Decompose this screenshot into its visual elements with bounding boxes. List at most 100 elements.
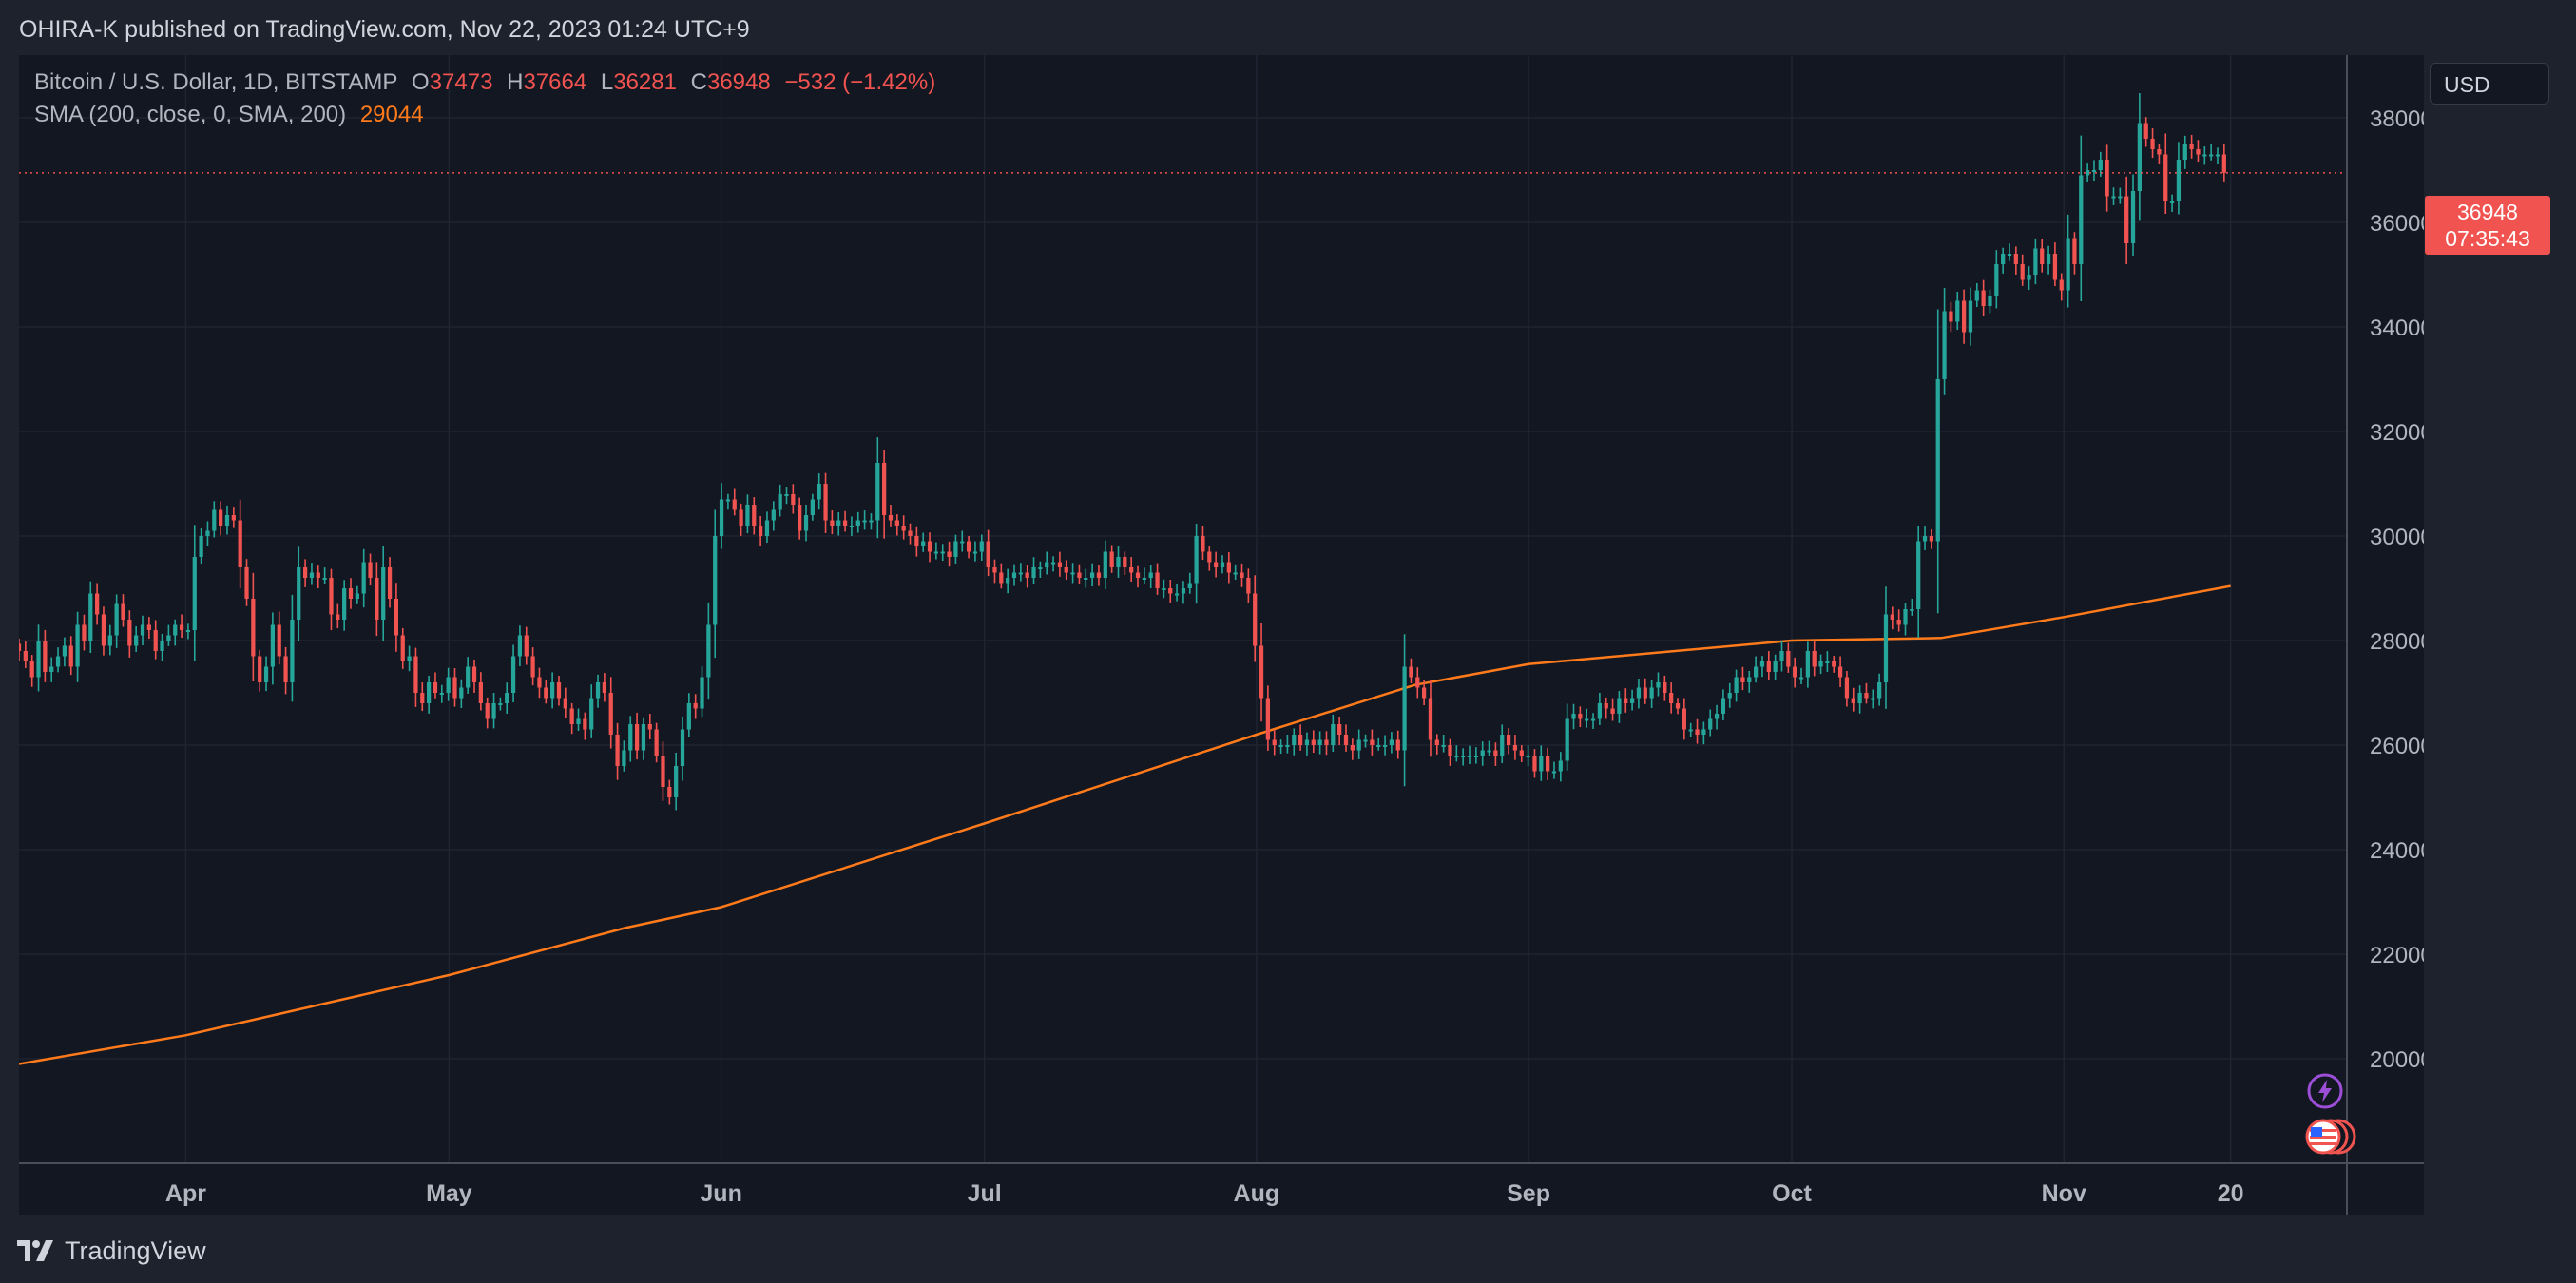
- candle: [1285, 735, 1290, 754]
- candle: [2105, 144, 2109, 212]
- candle: [1961, 289, 1967, 344]
- candle: [1454, 745, 1459, 762]
- candle: [1506, 728, 1511, 755]
- candle: [75, 611, 80, 682]
- candle: [1220, 555, 1225, 574]
- candle: [1324, 731, 1329, 756]
- candle: [803, 505, 809, 542]
- candle: [1168, 579, 1173, 603]
- candle: [1409, 658, 1413, 683]
- tradingview-logo-icon[interactable]: [17, 1238, 55, 1263]
- candle: [1109, 545, 1114, 573]
- candle: [1656, 672, 1661, 697]
- candle: [1695, 718, 1700, 744]
- candle: [478, 672, 483, 711]
- lightning-event-icon[interactable]: [2306, 1072, 2344, 1110]
- candle: [524, 626, 529, 665]
- candle: [1226, 552, 1231, 584]
- us-flag-event-icon[interactable]: [2304, 1118, 2359, 1156]
- candle: [1233, 564, 1238, 581]
- candle: [23, 641, 28, 668]
- candle: [888, 505, 894, 527]
- candle: [1565, 703, 1569, 771]
- candle: [2169, 194, 2175, 212]
- axes: [19, 55, 2424, 1215]
- candle: [1727, 682, 1732, 708]
- candle: [1512, 735, 1518, 760]
- candle: [1292, 728, 1297, 756]
- candle: [1636, 678, 1642, 709]
- candle: [1129, 557, 1134, 583]
- candle: [238, 499, 242, 589]
- candle: [2215, 147, 2220, 165]
- candle: [1812, 641, 1817, 677]
- candle: [1890, 606, 1894, 630]
- candle: [1011, 564, 1017, 586]
- candlestick-chart[interactable]: 20000 22000 24000 26000 28000 30000 32000 34000…: [19, 55, 2424, 1215]
- sma-label: SMA (200, close, 0, SMA, 200): [34, 102, 347, 127]
- candle: [1428, 679, 1433, 757]
- candle: [297, 546, 301, 642]
- candle: [173, 619, 178, 646]
- candle: [1754, 656, 1759, 683]
- last-price-value: 36948: [2457, 200, 2518, 224]
- currency-button[interactable]: USD: [2430, 63, 2549, 105]
- candle: [2124, 176, 2129, 264]
- candle: [88, 581, 93, 653]
- candle: [1851, 687, 1855, 712]
- candle: [1441, 735, 1446, 753]
- candle: [2052, 242, 2058, 287]
- candle: [1194, 523, 1199, 604]
- candle: [1343, 724, 1349, 752]
- candle: [466, 657, 471, 694]
- candle: [1773, 654, 1778, 681]
- candle: [1682, 698, 1686, 740]
- candle: [1883, 586, 1889, 709]
- candle: [608, 677, 613, 749]
- candle: [36, 624, 41, 692]
- candle: [999, 563, 1004, 589]
- candle: [212, 501, 217, 538]
- x-tick-label: May: [426, 1180, 472, 1207]
- candle: [2072, 232, 2077, 275]
- candle: [842, 510, 848, 532]
- candle: [471, 659, 477, 693]
- candle: [1298, 724, 1303, 751]
- candle: [855, 511, 860, 533]
- candle: [1624, 688, 1628, 713]
- candle: [1994, 250, 1999, 309]
- candle: [2040, 239, 2045, 273]
- candle: [283, 646, 288, 695]
- candle: [2007, 243, 2012, 261]
- candle: [752, 497, 757, 535]
- low-label: L: [600, 69, 614, 95]
- chart-legend: Bitcoin / U.S. Dollar, 1D, BITSTAMP O374…: [34, 67, 935, 131]
- candle: [1871, 689, 1875, 709]
- candle: [1864, 682, 1869, 704]
- candle: [439, 684, 444, 703]
- candle: [641, 717, 646, 760]
- candle: [394, 583, 399, 652]
- candle: [1006, 568, 1010, 594]
- candle: [309, 563, 315, 585]
- candle: [1558, 752, 1563, 782]
- candle: [1766, 651, 1771, 680]
- y-tick-label: 22000: [2370, 943, 2424, 968]
- candle: [1382, 735, 1388, 756]
- sma-200-series: [19, 584, 2231, 1065]
- tradingview-brand[interactable]: TradingView: [65, 1235, 206, 1265]
- candle: [1089, 563, 1095, 587]
- candle: [1922, 526, 1928, 550]
- y-tick-label: 24000: [2370, 838, 2424, 864]
- candle: [166, 624, 171, 646]
- y-axis-labels: 20000 22000 24000 26000 28000 30000 32000 34000…: [2370, 106, 2424, 1073]
- chart-area[interactable]: 20000 22000 24000 26000 28000 30000 32000 34000…: [19, 55, 2424, 1215]
- x-axis-labels: Apr May Jun Jul Aug Sep Oct Nov 20: [165, 1180, 2244, 1207]
- candle: [602, 673, 607, 702]
- candle: [1389, 732, 1394, 754]
- candle: [2033, 238, 2038, 285]
- candle: [927, 532, 932, 563]
- y-tick-label: 28000: [2370, 629, 2424, 655]
- candle: [784, 487, 789, 505]
- candle: [329, 568, 334, 631]
